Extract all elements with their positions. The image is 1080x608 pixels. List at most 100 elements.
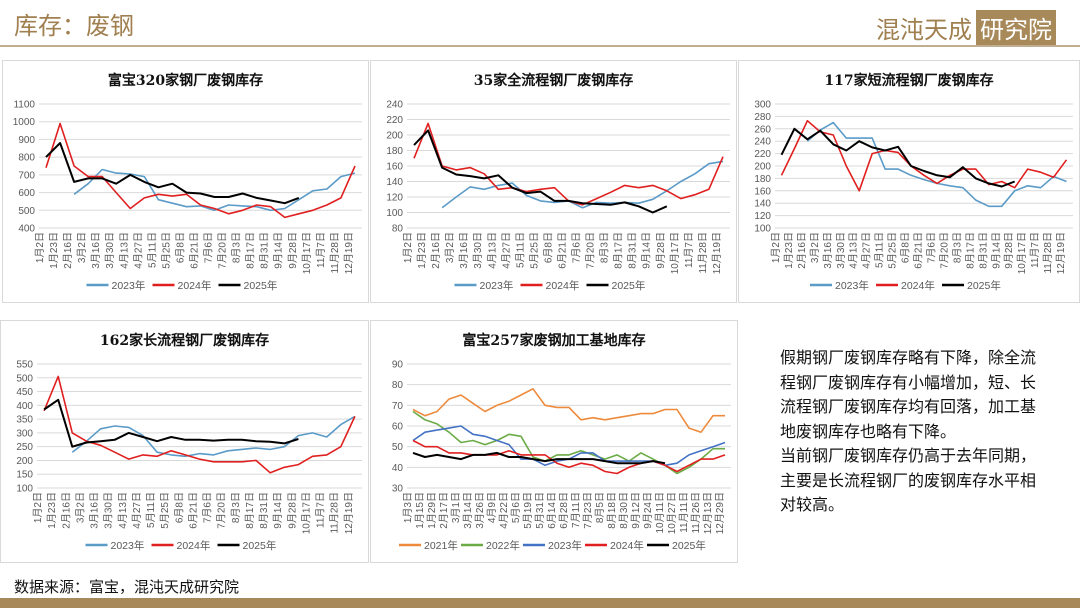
y-tick-label: 90 [392,360,404,371]
y-tick-label: 900 [18,135,35,146]
x-tick-label: 5月25日 [528,232,540,269]
x-tick-label: 3月16日 [822,232,834,269]
x-tick-label: 7月6日 [571,232,583,263]
y-tick-label: 50 [392,442,404,453]
x-tick-label: 1月29日 [426,492,438,529]
y-tick-label: 30 [392,484,404,495]
legend-label: 2024年 [177,539,211,552]
x-tick-label: 6月28日 [558,492,570,529]
x-tick-label: 1月2日 [770,232,782,263]
x-tick-label: 4月13日 [486,232,498,269]
x-tick-label: 10月17日 [300,492,312,534]
x-tick-label: 4月27日 [132,232,144,269]
x-tick-label: 8月17日 [244,492,256,529]
series-line-2025年 [45,142,300,205]
x-tick-label: 6月21日 [187,492,199,529]
y-tick-label: 160 [386,162,403,173]
y-tick-label: 260 [754,124,771,135]
chart-panel-257: 富宝257家废钢加工基地库存 30 40 50 60 70 80 90 1月3日 1月15日 1月2… [370,320,738,563]
chart-257-processing-bases: 富宝257家废钢加工基地库存 30 40 50 60 70 80 90 1月3日 1月15日 1月2… [392,332,731,552]
x-tick-label: 3月30日 [472,232,484,269]
legend-label: 2023年 [480,279,514,292]
x-tick-label: 12月19日 [1055,232,1067,274]
y-tick-label: 200 [16,456,33,467]
series-line-2023年 [71,415,356,458]
x-tick-label: 5月11日 [874,232,886,268]
y-tick-label: 700 [18,170,35,181]
series-line-2022年 [412,410,725,475]
x-tick-label: 6月21日 [556,232,568,269]
legend-label: 2025年 [243,539,277,552]
x-tick-label: 5月11日 [146,232,158,268]
y-tick-label: 60 [392,422,404,433]
x-tick-label: 8月17日 [964,232,976,269]
y-tick-label: 200 [386,131,403,142]
x-tick-label: 10月17日 [1016,232,1028,274]
x-tick-label: 5月25日 [160,232,172,269]
x-tick-label: 1月15日 [414,492,426,529]
series-line-2024年 [413,122,724,206]
x-tick-label: 11月28日 [697,232,709,274]
y-tick-label: 80 [392,224,404,235]
x-tick-label: 8月18日 [606,492,618,529]
x-tick-label: 11月7日 [315,492,327,528]
chart-title: 富宝257家废钢加工基地库存 [462,332,645,349]
commentary-paragraph: 假期钢厂废钢库存略有下降，除全流程钢厂废钢库存有小幅增加，短、长流程钢厂废钢库存… [780,348,1037,441]
series-line-2023年 [73,168,356,212]
x-tick-label: 12月19日 [343,492,355,534]
y-tick-label: 350 [16,415,33,426]
x-tick-label: 3月16日 [458,232,470,269]
y-tick-label: 180 [386,146,403,157]
chart-35-integrated-mills: 35家全流程钢厂废钢库存 80 100 120 140 160 180 200 220 240 1月… [386,72,730,292]
series-line-2021年 [412,388,725,433]
y-tick-label: 100 [386,208,403,219]
x-tick-label: 6月8日 [542,232,554,263]
x-tick-label: 9月12日 [630,492,642,529]
x-tick-label: 9月14日 [273,232,285,269]
y-tick-label: 120 [754,211,771,222]
y-tick-label: 220 [386,115,403,126]
x-tick-label: 10月17日 [669,232,681,274]
legend-label: 2025年 [672,539,706,552]
x-tick-label: 11月28日 [329,232,341,274]
x-tick-label: 3月14日 [462,492,474,529]
x-tick-label: 5月25日 [887,232,899,269]
x-tick-label: 4月27日 [500,232,512,269]
x-tick-label: 9月24日 [642,492,654,529]
y-tick-label: 500 [16,373,33,384]
x-tick-label: 3月16日 [89,492,101,529]
x-tick-label: 7月6日 [203,232,215,263]
legend-label: 2024年 [546,279,580,292]
x-tick-label: 7月20日 [938,232,950,269]
logo-box: 研究院 [976,10,1056,45]
x-tick-label: 8月3日 [951,232,963,263]
y-tick-label: 200 [754,162,771,173]
x-tick-label: 8月3日 [231,232,243,263]
x-tick-label: 2月16日 [60,492,72,529]
y-tick-label: 400 [16,401,33,412]
x-tick-label: 8月31日 [627,232,639,269]
y-tick-label: 600 [18,188,35,199]
chart-panel-117: 117家短流程钢厂废钢库存 100 120 140 160 180 200 220 240 260… [738,60,1080,303]
y-tick-label: 1000 [13,117,36,128]
x-tick-label: 3月2日 [74,492,86,523]
x-tick-label: 11月7日 [683,232,695,268]
legend-label: 2025年 [244,279,278,292]
x-tick-label: 4月13日 [118,232,130,269]
x-tick-label: 7月20日 [216,492,228,529]
x-tick-label: 9月28日 [287,232,299,269]
y-tick-label: 250 [16,442,33,453]
chart-title: 35家全流程钢厂废钢库存 [474,72,633,89]
x-tick-label: 4月13日 [117,492,129,529]
x-tick-label: 11月28日 [329,492,341,534]
x-tick-label: 10月17日 [301,232,313,274]
series-line-2025年 [412,451,666,465]
x-tick-label: 9月28日 [655,232,667,269]
legend-label: 2021年 [424,539,458,552]
x-tick-label: 8月3日 [230,492,242,523]
series-line-2025年 [780,127,1016,188]
x-tick-label: 12月19日 [343,232,355,274]
x-tick-label: 8月17日 [245,232,257,269]
chart-162-long-process-mills: 162家长流程钢厂废钢库存 100 150 200 250 300 350 400 450 500… [16,332,362,552]
